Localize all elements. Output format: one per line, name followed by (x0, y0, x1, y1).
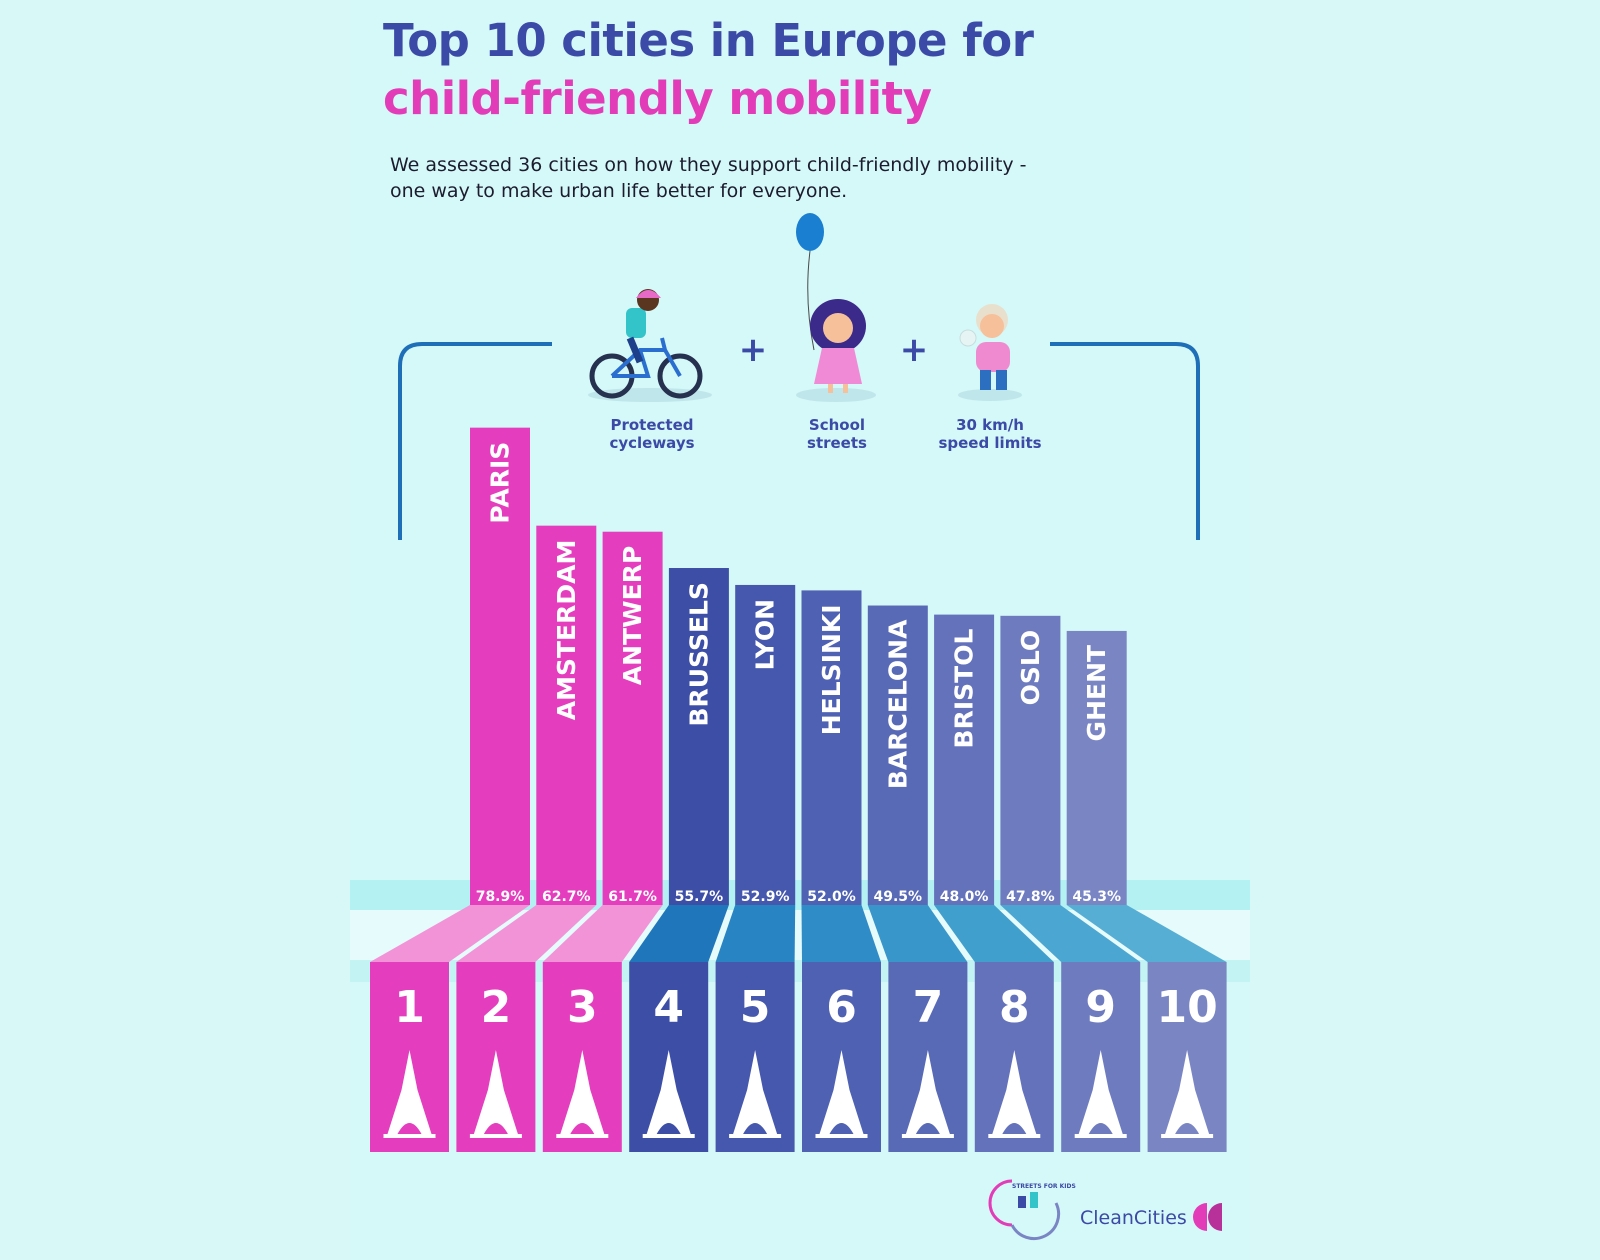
plus-sign-1: + (739, 330, 768, 370)
child-on-bike-icon (588, 289, 712, 402)
criterion-label-speed-limits: 30 km/h speed limits (938, 416, 1042, 452)
step-connector (715, 905, 796, 962)
toddler-icon (958, 304, 1022, 401)
city-label: BRUSSELS (684, 582, 713, 727)
step-connector (1000, 905, 1141, 962)
bar-paris (470, 427, 530, 905)
bar-oslo (1000, 615, 1061, 905)
rank-number: 10 (1156, 982, 1217, 1033)
title-line-2: child-friendly mobility (383, 72, 932, 125)
value-label: 45.3% (1072, 889, 1121, 905)
step-connector (542, 905, 663, 962)
bar-lyon (735, 584, 796, 905)
girl-with-balloon-icon (796, 213, 876, 402)
city-label: GHENT (1082, 645, 1111, 742)
city-label: BRISTOL (950, 629, 979, 749)
title-line-1: Top 10 cities in Europe for (383, 14, 1034, 67)
city-label: OSLO (1016, 630, 1045, 706)
canal-house-icon (469, 1050, 522, 1138)
helsinki-cathedral-icon (815, 1050, 868, 1138)
criterion-label-cycleways: Protected cycleways (609, 416, 695, 452)
atomium-icon (642, 1050, 695, 1138)
step-connector (370, 905, 530, 962)
rank-number: 4 (653, 982, 684, 1033)
city-label: PARIS (486, 442, 515, 524)
rank-number: 9 (1085, 982, 1116, 1033)
plus-sign-2: + (900, 330, 929, 370)
bars-group: PARIS 78.9% AMSTERDAM 62.7% ANTWERP 61.7% BRUS… (470, 427, 1127, 905)
step-connector (801, 905, 881, 962)
value-label: 47.8% (1006, 889, 1055, 905)
value-label: 48.0% (940, 889, 989, 905)
sagrada-familia-icon (901, 1050, 954, 1138)
brabo-statue-icon (556, 1050, 609, 1138)
bar-antwerp (602, 531, 663, 905)
city-label: BARCELONA (883, 619, 912, 789)
eiffel-tower-icon (383, 1050, 436, 1138)
step-connector (456, 905, 597, 962)
steps-group (370, 905, 1227, 962)
value-label: 55.7% (675, 889, 724, 905)
rank-number: 1 (394, 982, 425, 1033)
city-label: HELSINKI (817, 604, 846, 735)
rank-number: 8 (999, 982, 1030, 1033)
step-connector (934, 905, 1054, 962)
bar-brussels (668, 568, 729, 905)
bar-bristol (934, 614, 995, 905)
city-label: LYON (751, 599, 780, 670)
bar-helsinki (801, 590, 862, 905)
partner-logo-text: STREETS FOR KIDS (1012, 1183, 1076, 1190)
bracket-left (398, 342, 552, 540)
value-label: 52.0% (807, 889, 856, 905)
streets-for-kids-logo: STREETS FOR KIDS (988, 1179, 1076, 1241)
cleancities-brand: CleanCities (1080, 1207, 1187, 1229)
bar-amsterdam (536, 525, 597, 905)
rank-number: 2 (481, 982, 512, 1033)
value-label: 61.7% (608, 889, 657, 905)
bar-ghent (1066, 630, 1127, 905)
criterion-label-school-streets: School streets (807, 416, 867, 452)
rank-blocks-group: 1 2 3 4 5 6 7 8 9 10 (370, 962, 1227, 1152)
value-label: 62.7% (542, 889, 591, 905)
bracket-right (1050, 342, 1200, 540)
bar-barcelona (867, 605, 928, 905)
value-label: 49.5% (874, 889, 923, 905)
rank-number: 5 (740, 982, 771, 1033)
city-label: AMSTERDAM (552, 540, 581, 721)
rank-number: 3 (567, 982, 598, 1033)
subtitle: We assessed 36 cities on how they suppor… (390, 154, 1027, 202)
cleancities-logo-icon (1193, 1203, 1222, 1231)
value-label: 52.9% (741, 889, 790, 905)
city-label: ANTWERP (618, 546, 647, 686)
step-connector (867, 905, 968, 962)
value-label: 78.9% (476, 889, 525, 905)
fourviere-basilica-icon (729, 1050, 782, 1138)
city-hall-icon (1074, 1050, 1127, 1138)
rank-number: 7 (913, 982, 944, 1033)
suspension-bridge-icon (988, 1050, 1041, 1138)
step-connector (629, 905, 729, 962)
rank-number: 6 (826, 982, 857, 1033)
step-connector (1066, 905, 1227, 962)
cathedral-icon (1161, 1050, 1214, 1138)
